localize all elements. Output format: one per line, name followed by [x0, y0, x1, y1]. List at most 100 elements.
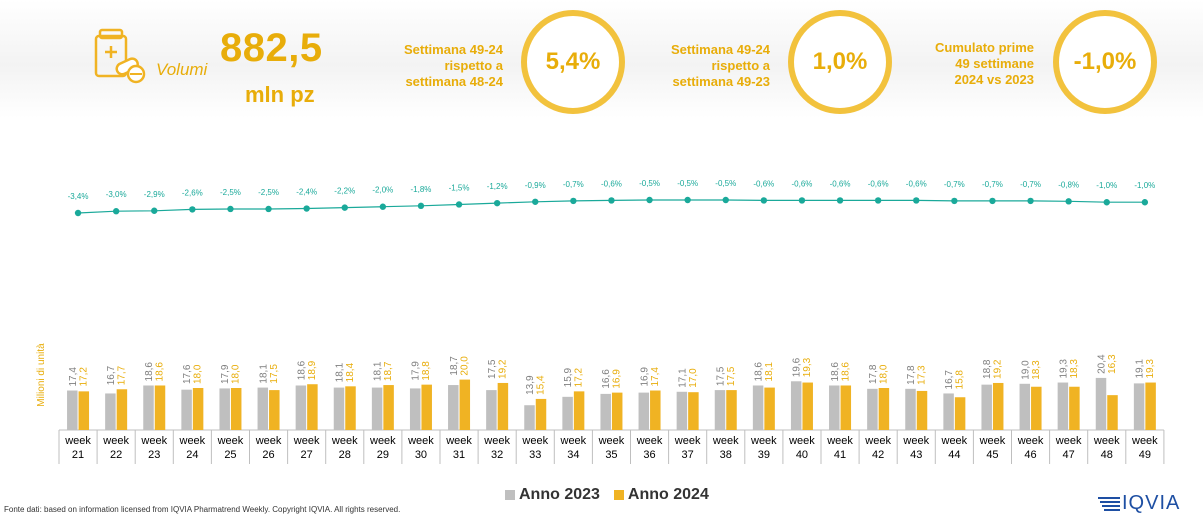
data-label-2023: 18,6: [144, 362, 155, 382]
cumulative-label: -0,8%: [1058, 180, 1079, 189]
bar-2023: [752, 385, 764, 430]
bar-2024: [78, 391, 90, 430]
data-label-2024: 18,0: [231, 364, 242, 384]
bar-2023: [409, 388, 421, 430]
x-tick-label: 36: [643, 449, 655, 461]
data-label-2023: 19,3: [1058, 359, 1069, 379]
x-tick-label: 46: [1024, 449, 1036, 461]
cumulative-label: -0,6%: [906, 179, 927, 188]
cumulative-label: -1,0%: [1134, 181, 1155, 190]
x-tick-label: 24: [186, 449, 198, 461]
x-tick-label: week: [864, 435, 891, 447]
cumulative-point: [570, 197, 577, 205]
legend-label-2023: Anno 2023: [519, 486, 600, 503]
bar-2024: [802, 382, 813, 430]
cumulative-point: [341, 204, 348, 211]
cumulative-point: [989, 197, 996, 205]
data-label-2023: 16,7: [944, 370, 955, 390]
data-label-2023: 17,5: [716, 366, 727, 386]
cumulative-point: [227, 205, 234, 213]
legend-item-2024: Anno 2024: [613, 486, 709, 504]
cumulative-point: [112, 208, 120, 215]
cumulative-label: -0,5%: [715, 179, 736, 188]
cumulative-point: [722, 196, 729, 204]
cumulative-label: -0,6%: [601, 179, 622, 188]
x-tick-label: 49: [1139, 449, 1151, 461]
cumulative-point: [684, 196, 691, 204]
cumulative-label: -0,6%: [830, 179, 851, 188]
cumulative-label: -3,4%: [68, 192, 89, 201]
kpi-card-1-text: Settimana 49-24 rispetto a settimana 48-…: [404, 42, 503, 89]
cumulative-label: -2,0%: [372, 186, 393, 195]
x-tick-label: 23: [148, 449, 160, 461]
data-label-2023: 19,0: [1020, 360, 1031, 380]
data-label-2024: 15,4: [536, 375, 547, 395]
bar-2024: [611, 392, 623, 430]
x-tick-label: 33: [529, 449, 541, 461]
bar-2024: [383, 385, 394, 430]
x-tick-label: week: [293, 435, 320, 447]
cumulative-point: [1027, 197, 1034, 205]
data-label-2024: 19,2: [497, 359, 508, 379]
legend-item-2023: Anno 2023: [505, 486, 600, 504]
bar-2024: [116, 389, 128, 430]
bar-2023: [257, 387, 269, 430]
cumulative-point: [265, 205, 272, 213]
cumulative-point: [798, 197, 806, 204]
cumulative-point: [760, 197, 768, 204]
legend-swatch-2023: [505, 490, 515, 500]
x-tick-label: week: [1017, 435, 1044, 447]
x-tick-label: 43: [910, 449, 922, 461]
x-tick-label: week: [179, 435, 206, 447]
x-tick-label: 35: [605, 449, 617, 461]
kpi-card-2-value: 1,0%: [788, 10, 892, 114]
bar-2024: [1107, 395, 1118, 430]
bar-2023: [524, 405, 535, 430]
data-label-2023: 17,6: [182, 364, 193, 384]
data-label-2024: 18,0: [878, 364, 889, 384]
x-tick-label: week: [941, 435, 968, 447]
y-axis-label: Milioni di unità: [36, 343, 47, 407]
x-tick-label: 28: [339, 449, 351, 461]
data-label-2023: 16,7: [106, 365, 117, 385]
cumulative-point: [951, 197, 958, 205]
cumulative-point: [874, 197, 882, 204]
x-tick-label: 48: [1101, 449, 1113, 461]
bar-2024: [459, 379, 471, 430]
iqvia-logo-text: IQVIA: [1122, 492, 1181, 514]
x-tick-label: 21: [72, 449, 84, 461]
data-label-2024: 15,8: [955, 370, 966, 390]
data-label-2024: 17,5: [726, 366, 737, 386]
bar-2023: [600, 393, 611, 430]
x-tick-label: week: [1055, 435, 1082, 447]
bar-2023: [181, 389, 192, 430]
data-label-2023: 17,9: [411, 361, 422, 381]
x-tick-label: week: [483, 435, 510, 447]
cumulative-label: -3,0%: [106, 190, 127, 199]
cumulative-point: [532, 198, 539, 205]
cumulative-label: -0,7%: [563, 180, 584, 189]
bar-2023: [448, 385, 459, 430]
bar-2023: [333, 387, 345, 430]
cumulative-point: [493, 199, 501, 207]
cumulative-label: -2,9%: [144, 190, 165, 199]
data-label-2024: 19,3: [1145, 359, 1156, 379]
data-label-2024: 18,7: [383, 361, 394, 381]
bar-2023: [981, 384, 992, 430]
cumulative-label: -0,6%: [791, 179, 812, 188]
x-tick-label: week: [140, 435, 167, 447]
chart-legend: Anno 2023 Anno 2024: [505, 486, 723, 504]
bar-2023: [67, 390, 78, 430]
x-tick-label: 29: [377, 449, 389, 461]
data-label-2024: 19,3: [802, 357, 813, 377]
cumulative-label: -0,5%: [639, 179, 660, 188]
x-tick-label: week: [331, 435, 358, 447]
data-label-2024: 17,2: [78, 367, 89, 387]
x-tick-label: 37: [682, 449, 694, 461]
bar-2023: [143, 385, 154, 430]
x-tick-label: week: [64, 435, 91, 447]
data-label-2024: 17,5: [269, 364, 280, 384]
bar-2024: [497, 382, 509, 430]
bar-2023: [1095, 377, 1107, 430]
kpi-card-2-text: Settimana 49-24 rispetto a settimana 49-…: [671, 42, 770, 89]
